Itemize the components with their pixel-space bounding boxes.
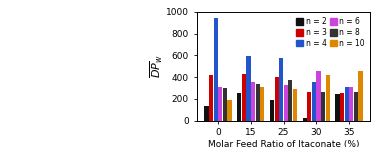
Bar bbox=[279, 58, 284, 121]
Bar bbox=[270, 100, 274, 121]
Bar bbox=[228, 100, 232, 121]
Bar bbox=[209, 75, 213, 121]
Bar bbox=[345, 87, 349, 121]
Bar bbox=[246, 56, 251, 121]
Bar bbox=[293, 89, 297, 121]
Bar bbox=[204, 106, 209, 121]
Bar bbox=[214, 18, 218, 121]
Bar bbox=[340, 93, 344, 121]
Y-axis label: $\overline{DP}_w$: $\overline{DP}_w$ bbox=[148, 54, 164, 78]
Bar bbox=[307, 92, 311, 121]
Bar bbox=[274, 77, 279, 121]
Legend: n = 2, n = 3, n = 4, n = 6, n = 8, n = 10: n = 2, n = 3, n = 4, n = 6, n = 8, n = 1… bbox=[294, 16, 367, 49]
Bar bbox=[251, 82, 255, 121]
Bar bbox=[316, 71, 321, 121]
Bar bbox=[354, 92, 358, 121]
Bar bbox=[325, 75, 330, 121]
Bar bbox=[358, 71, 363, 121]
Bar bbox=[260, 87, 264, 121]
Bar bbox=[321, 92, 325, 121]
Bar bbox=[312, 82, 316, 121]
X-axis label: Molar Feed Ratio of Itaconate (%): Molar Feed Ratio of Itaconate (%) bbox=[208, 140, 359, 147]
Bar bbox=[303, 118, 307, 121]
Bar bbox=[335, 94, 339, 121]
Bar bbox=[288, 80, 293, 121]
Bar bbox=[256, 84, 260, 121]
Bar bbox=[284, 85, 288, 121]
Bar bbox=[237, 93, 242, 121]
Bar bbox=[242, 74, 246, 121]
Bar bbox=[349, 87, 353, 121]
Bar bbox=[223, 88, 227, 121]
Bar bbox=[218, 87, 222, 121]
